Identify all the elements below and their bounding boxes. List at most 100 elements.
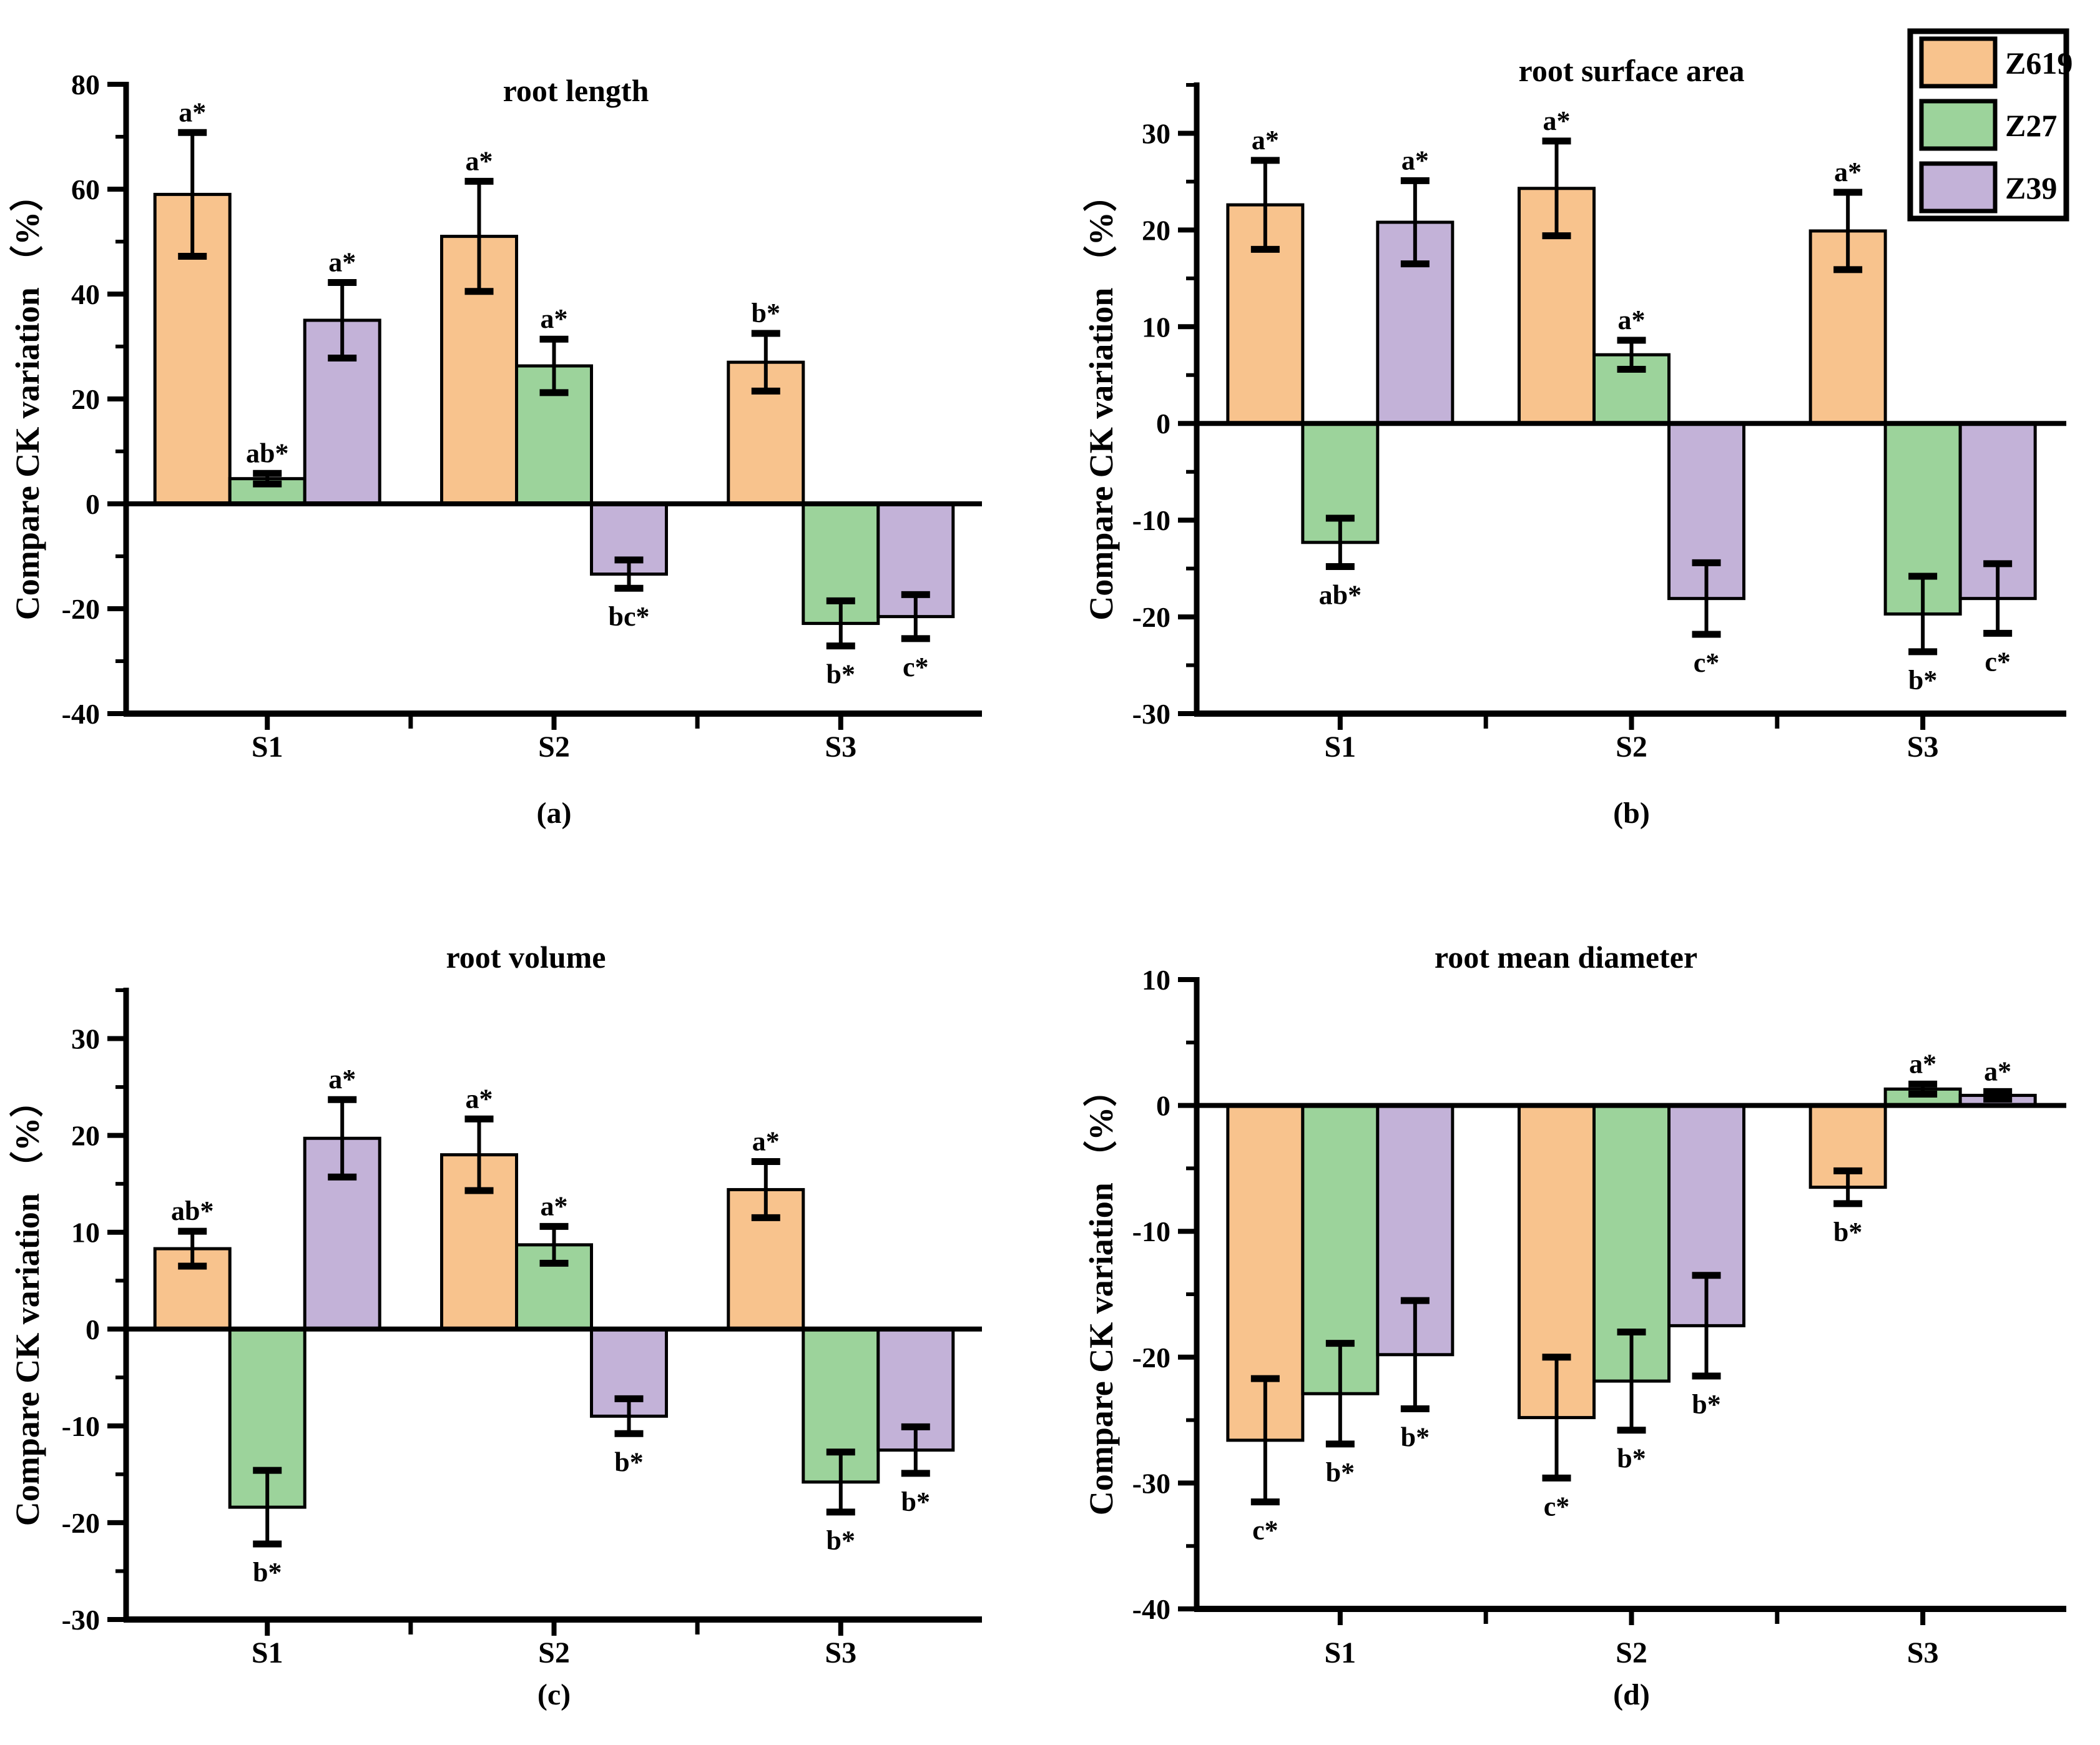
x-tick-label-S1: S1 xyxy=(1324,730,1356,764)
x-tick-label-S3: S3 xyxy=(1907,1636,1939,1669)
sig-label-Z619-S1: a* xyxy=(179,97,206,127)
y-tick-label: 10 xyxy=(1142,311,1170,343)
sig-label-Z39-S2: c* xyxy=(1694,647,1720,678)
y-tick-label: 10 xyxy=(1142,964,1170,996)
y-tick-label: -10 xyxy=(1132,504,1170,536)
panel-caption: (c) xyxy=(537,1678,571,1711)
y-tick-label: -20 xyxy=(62,1507,100,1539)
panel-b: a* a* a* ab* a* b* a* c* c* -30 -20 -10 0 10 20 30 S1 S2 S… xyxy=(1050,0,2100,872)
y-tick-label: -40 xyxy=(62,698,100,730)
sig-label-Z619-S3: b* xyxy=(1833,1217,1862,1247)
x-tick-label-S3: S3 xyxy=(1907,730,1939,764)
error-bar-Z619-S2 xyxy=(464,177,494,295)
panel-title: root length xyxy=(503,73,649,108)
error-bar-Z27-S2 xyxy=(539,1222,569,1267)
sig-label-Z27-S1: b* xyxy=(253,1557,282,1588)
x-tick-label-S2: S2 xyxy=(1616,730,1647,764)
x-tick-label-S2: S2 xyxy=(538,1636,570,1669)
y-tick-label: -10 xyxy=(62,1410,100,1442)
error-bar-Z39-S1 xyxy=(1400,1297,1430,1412)
y-tick-label: -20 xyxy=(1132,1342,1170,1374)
error-bar-Z619-S1 xyxy=(1250,1375,1280,1506)
legend-label-Z619: Z619 xyxy=(2005,46,2073,81)
sig-label-Z39-S2: b* xyxy=(1692,1389,1720,1420)
error-bar-Z39-S2 xyxy=(1692,559,1721,638)
sig-label-Z27-S1: ab* xyxy=(1319,580,1362,611)
error-bar-Z27-S2 xyxy=(1617,1328,1646,1434)
error-bar-Z39-S2 xyxy=(1692,1272,1721,1380)
sig-label-Z39-S3: c* xyxy=(903,652,929,682)
y-axis-title: Compare CK variation （%） xyxy=(1082,1073,1120,1515)
error-bar-Z619-S3 xyxy=(751,330,780,395)
error-bar-Z619-S1 xyxy=(178,129,207,260)
error-bar-Z619-S3 xyxy=(1833,189,1863,273)
panel-d: c* c* b* b* b* a* b* b* a* -40 -30 -20 -10 0 10 S1 S2 S3 C… xyxy=(1050,873,2100,1745)
sig-label-Z27-S2: a* xyxy=(541,1191,568,1221)
error-bar-Z27-S2 xyxy=(539,335,569,396)
legend-swatch-Z619 xyxy=(1919,36,1998,89)
panel-title: root mean diameter xyxy=(1435,940,1697,975)
sig-label-Z39-S3: a* xyxy=(1984,1056,2011,1086)
sig-label-Z619-S3: a* xyxy=(752,1126,780,1156)
y-tick-label: -20 xyxy=(62,593,100,625)
y-tick-label: 0 xyxy=(1156,1090,1170,1122)
legend-swatch-Z39 xyxy=(1919,161,1998,214)
sig-label-Z619-S2: a* xyxy=(1543,106,1571,136)
panel-d-chart: c* c* b* b* b* a* b* b* a* -40 -30 -20 -10 0 10 S1 S2 S3 C… xyxy=(1082,940,2066,1711)
x-tick-label-S2: S2 xyxy=(1616,1636,1647,1669)
sig-label-Z619-S1: a* xyxy=(1252,125,1279,155)
x-tick-label-S1: S1 xyxy=(1324,1636,1356,1669)
error-bar-Z27-S2 xyxy=(1617,337,1646,373)
panel-a: a* a* b* ab* a* b* a* bc* c* -40 -20 0 20 40 60 80 S1 S2 S… xyxy=(0,0,1050,872)
error-bar-Z39-S3 xyxy=(1983,560,2013,637)
y-tick-label: -30 xyxy=(62,1604,100,1636)
y-tick-label: -20 xyxy=(1132,601,1170,633)
y-axis-title: Compare CK variation （%） xyxy=(9,178,46,620)
error-bar-Z619-S1 xyxy=(1250,157,1280,253)
sig-label-Z27-S3: b* xyxy=(827,1525,855,1556)
y-tick-label: 0 xyxy=(86,1314,100,1345)
error-bar-Z39-S3 xyxy=(901,1423,930,1477)
sig-label-Z27-S3: a* xyxy=(1909,1048,1936,1079)
sig-label-Z619-S2: a* xyxy=(466,1083,493,1114)
sig-label-Z619-S2: c* xyxy=(1544,1491,1570,1521)
error-bar-Z27-S3 xyxy=(826,597,855,650)
sig-label-Z619-S2: a* xyxy=(466,145,493,176)
y-tick-label: 0 xyxy=(86,488,100,520)
y-tick-label: 60 xyxy=(71,174,100,205)
sig-label-Z39-S1: a* xyxy=(1401,145,1429,175)
sig-label-Z39-S3: c* xyxy=(1985,646,2011,677)
sig-label-Z39-S2: b* xyxy=(614,1447,643,1477)
panel-title: root surface area xyxy=(1519,53,1745,88)
y-axis-title: Compare CK variation （%） xyxy=(9,1084,46,1526)
x-tick-label-S3: S3 xyxy=(825,1636,856,1669)
sig-label-Z39-S1: b* xyxy=(1401,1422,1430,1452)
sig-label-Z27-S3: b* xyxy=(1908,665,1937,696)
y-tick-label: 40 xyxy=(71,278,100,310)
error-bar-Z619-S2 xyxy=(464,1115,494,1194)
sig-label-Z39-S1: a* xyxy=(328,1064,356,1094)
sig-label-Z619-S3: a* xyxy=(1834,157,1862,187)
error-bar-Z39-S1 xyxy=(328,279,357,361)
panel-title: root volume xyxy=(446,940,606,975)
panel-b-chart: a* a* a* ab* a* b* a* c* c* -30 -20 -10 0 10 20 30 S1 S2 S… xyxy=(1082,28,2073,830)
y-tick-label: 10 xyxy=(71,1217,100,1249)
sig-label-Z27-S1: ab* xyxy=(246,438,288,468)
error-bar-Z39-S2 xyxy=(614,556,644,592)
error-bar-Z27-S1 xyxy=(1325,514,1355,571)
error-bar-Z39-S1 xyxy=(328,1096,357,1181)
sig-label-Z27-S2: a* xyxy=(1618,305,1646,335)
error-bar-Z27-S3 xyxy=(1908,573,1938,656)
y-tick-label: 30 xyxy=(71,1023,100,1055)
error-bar-Z619-S2 xyxy=(1542,137,1571,240)
sig-label-Z619-S3: b* xyxy=(752,298,780,328)
y-tick-label: 30 xyxy=(1142,117,1170,149)
error-bar-Z39-S3 xyxy=(901,591,930,642)
y-tick-label: 20 xyxy=(1142,214,1170,246)
sig-label-Z27-S1: b* xyxy=(1326,1457,1355,1488)
sig-label-Z39-S3: b* xyxy=(901,1487,930,1517)
legend-swatch-Z27 xyxy=(1919,99,1998,151)
panel-a-chart: a* a* b* ab* a* b* a* bc* c* -40 -20 0 20 40 60 80 S1 S2 S… xyxy=(9,69,982,830)
error-bar-Z39-S1 xyxy=(1400,177,1430,268)
error-bar-Z27-S1 xyxy=(1325,1340,1355,1448)
